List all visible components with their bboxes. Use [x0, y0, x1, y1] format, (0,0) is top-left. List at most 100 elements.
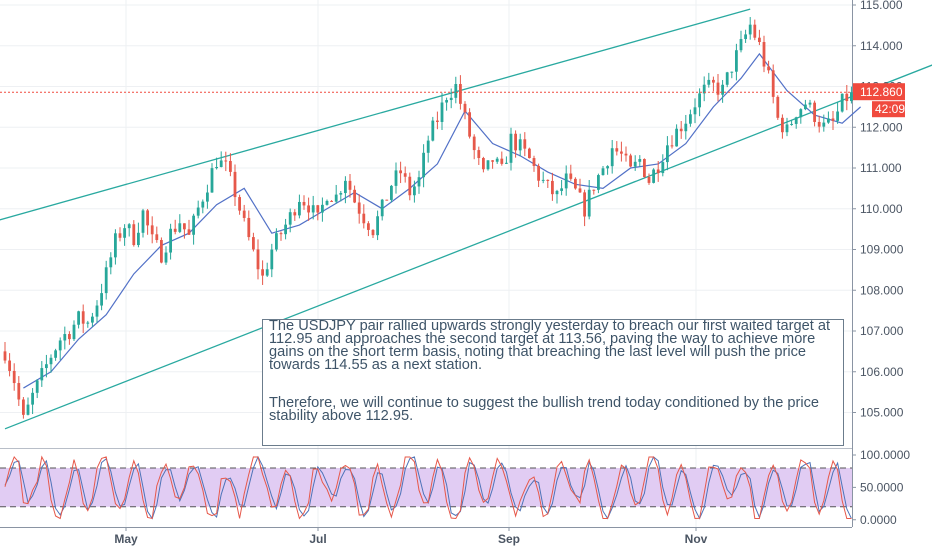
candle-132 — [610, 139, 614, 174]
candle-body — [707, 79, 711, 85]
candle-body — [615, 148, 619, 152]
candle-body — [817, 121, 821, 127]
candle-body — [702, 84, 706, 94]
candle-1 — [8, 353, 11, 377]
candle-79 — [367, 221, 370, 237]
candle-143 — [661, 154, 665, 177]
candle-144 — [666, 136, 669, 171]
candle-body — [771, 70, 775, 97]
candle-76 — [353, 185, 356, 204]
candle-100 — [463, 101, 467, 120]
candle-body — [574, 178, 577, 189]
candle-43 — [201, 199, 205, 214]
candle-body — [721, 84, 724, 95]
candle-67 — [311, 195, 315, 220]
candle-body — [509, 133, 513, 163]
candle-body — [160, 239, 163, 263]
candle-body — [523, 139, 527, 149]
candle-body — [219, 160, 223, 167]
candle-body — [748, 24, 752, 35]
candle-97 — [449, 88, 453, 109]
candle-175 — [808, 99, 812, 108]
candle-9 — [45, 354, 48, 378]
candle-27 — [127, 223, 131, 237]
last-price-label: 112.860 — [860, 85, 903, 99]
candle-11 — [54, 348, 57, 361]
candle-7 — [35, 379, 39, 399]
time-tick-label: Jul — [309, 532, 326, 546]
candle-101 — [468, 108, 471, 139]
candle-133 — [615, 141, 619, 156]
candle-body — [3, 351, 7, 361]
price-tick-label: 108.000 — [860, 283, 904, 297]
candle-16 — [77, 310, 80, 329]
candle-body — [698, 93, 701, 108]
candle-35 — [164, 246, 168, 265]
candle-body — [288, 212, 292, 225]
candle-body — [541, 179, 545, 181]
candle-body — [45, 364, 48, 369]
candle-body — [86, 322, 90, 324]
candle-body — [210, 168, 214, 193]
candle-body — [675, 128, 678, 147]
candle-102 — [472, 134, 476, 160]
candle-39 — [183, 223, 186, 239]
candle-15 — [72, 320, 76, 342]
candle-63 — [293, 209, 297, 221]
candle-93 — [431, 116, 435, 142]
candle-56 — [261, 260, 264, 285]
candle-129 — [597, 173, 600, 194]
candle-body — [647, 176, 651, 183]
candle-141 — [652, 168, 655, 184]
candle-174 — [804, 99, 807, 111]
candle-22 — [104, 260, 108, 300]
price-tick-label: 111.000 — [860, 161, 902, 175]
candle-body — [100, 293, 103, 306]
candle-body — [477, 150, 481, 159]
candle-body — [564, 173, 568, 189]
candle-46 — [215, 157, 218, 170]
candle-154 — [712, 76, 715, 92]
candle-body — [192, 215, 195, 235]
candle-89 — [413, 180, 416, 203]
candle-38 — [178, 214, 182, 234]
candle-body — [270, 249, 274, 270]
candle-body — [776, 96, 780, 118]
candle-24 — [114, 229, 117, 265]
candle-157 — [725, 71, 729, 88]
candle-23 — [109, 252, 113, 275]
candle-92 — [426, 135, 430, 163]
candle-body — [72, 324, 76, 340]
oscillator-tick-label: 100.0000 — [860, 448, 910, 462]
candle-body — [385, 199, 389, 201]
candle-body — [371, 229, 375, 236]
candle-body — [629, 155, 632, 167]
candle-body — [367, 223, 370, 230]
candle-body — [279, 233, 283, 235]
candle-118 — [546, 179, 550, 188]
candle-33 — [155, 226, 159, 243]
time-tick-label: Sep — [498, 532, 520, 546]
candle-152 — [702, 76, 706, 102]
analysis-paragraph-2: Therefore, we will continue to suggest t… — [269, 395, 820, 424]
candle-body — [339, 193, 343, 195]
candle-body — [822, 122, 826, 127]
candle-body — [40, 368, 44, 381]
candle-body — [831, 118, 835, 121]
candle-body — [403, 173, 407, 177]
candle-180 — [831, 110, 835, 130]
candle-94 — [436, 111, 439, 130]
candle-body — [224, 160, 228, 162]
candle-113 — [523, 132, 527, 157]
candle-body — [334, 194, 338, 202]
candle-122 — [564, 165, 568, 196]
candle-72 — [334, 184, 338, 204]
candle-57 — [265, 262, 269, 277]
candle-body — [141, 210, 145, 233]
candle-168 — [776, 95, 780, 120]
time-tick-label: Nov — [685, 532, 708, 546]
candle-body — [242, 210, 246, 218]
candle-body — [528, 148, 531, 159]
candle-body — [330, 200, 333, 202]
